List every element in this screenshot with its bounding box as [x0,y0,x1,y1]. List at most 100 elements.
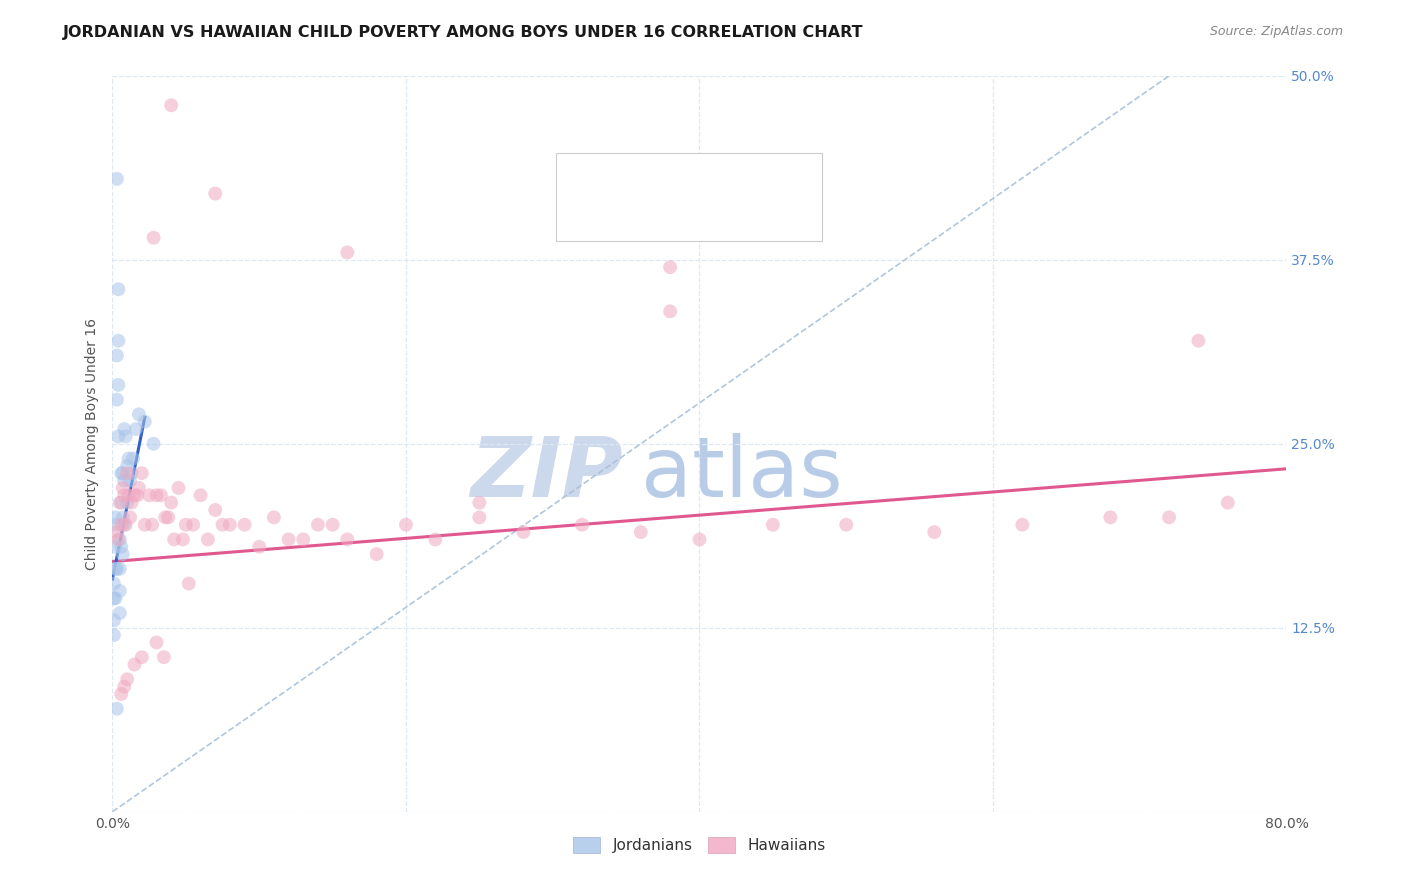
Point [110,466,132,480]
Point [1159,510,1181,524]
Point [107,533,129,547]
Point [107,282,129,296]
Point [141,517,163,532]
Point [127,488,149,502]
Point [111,466,134,480]
Point [197,533,219,547]
Point [322,517,344,532]
Point [115,673,138,687]
Point [263,510,285,524]
Point [134,415,156,429]
Point [124,657,146,672]
Point [108,584,131,599]
Point [112,680,135,694]
Point [659,260,682,275]
Point [336,533,359,547]
Point [172,533,194,547]
Point [112,488,135,502]
Point [112,517,135,532]
Point [233,517,256,532]
Point [395,517,418,532]
Point [167,481,190,495]
Text: Source: ZipAtlas.com: Source: ZipAtlas.com [1209,25,1343,38]
Point [204,186,226,201]
Point [512,524,534,539]
Point [103,591,125,606]
Point [1216,496,1239,510]
Point [121,466,143,480]
Text: ZIP: ZIP [471,433,623,514]
Point [107,334,129,348]
Legend: Jordanians, Hawaiians: Jordanians, Hawaiians [567,831,832,859]
Point [659,304,682,318]
Point [125,422,148,436]
Point [307,517,329,532]
Point [121,496,143,510]
Point [117,451,139,466]
Point [181,517,204,532]
Point [105,562,128,576]
Point [104,562,127,576]
Point [292,533,315,547]
Point [122,451,145,466]
Point [120,474,142,488]
Point [1187,334,1209,348]
Point [630,524,652,539]
Point [110,517,132,532]
Point [153,650,176,665]
Point [174,517,197,532]
Point [157,510,180,524]
Point [110,496,132,510]
Point [108,496,131,510]
Point [177,576,200,591]
Point [131,650,153,665]
Point [145,488,167,502]
Point [103,614,125,628]
Point [108,562,131,576]
Point [366,547,388,561]
Text: JORDANIAN VS HAWAIIAN CHILD POVERTY AMONG BOYS UNDER 16 CORRELATION CHART: JORDANIAN VS HAWAIIAN CHILD POVERTY AMON… [63,25,863,40]
Point [762,517,785,532]
Point [104,591,127,606]
Point [219,517,242,532]
Point [138,488,160,502]
Point [336,245,359,260]
Point [110,687,132,701]
Point [247,540,270,554]
Point [111,481,134,495]
Point [105,517,128,532]
Point [163,533,186,547]
Point [107,378,129,392]
Point [155,510,177,524]
Point [160,496,183,510]
Point [134,517,156,532]
Point [103,576,125,591]
Point [145,635,167,649]
Point [115,458,138,473]
Point [105,348,128,362]
Point [160,98,183,112]
Text: atlas: atlas [641,433,842,514]
Point [149,488,172,502]
Point [104,540,127,554]
Point [105,392,128,407]
Point [425,533,447,547]
Point [128,481,150,495]
Point [115,496,138,510]
Point [111,510,134,524]
Point [124,488,146,502]
Point [120,510,142,524]
Point [142,230,165,244]
Point [114,429,136,443]
Point [114,517,136,532]
Point [190,488,212,502]
Point [277,533,299,547]
Point [1011,517,1033,532]
Point [103,628,125,642]
Point [468,510,491,524]
Point [1099,510,1122,524]
Point [142,436,165,450]
Point [689,533,711,547]
Point [105,171,128,186]
Point [105,524,128,539]
